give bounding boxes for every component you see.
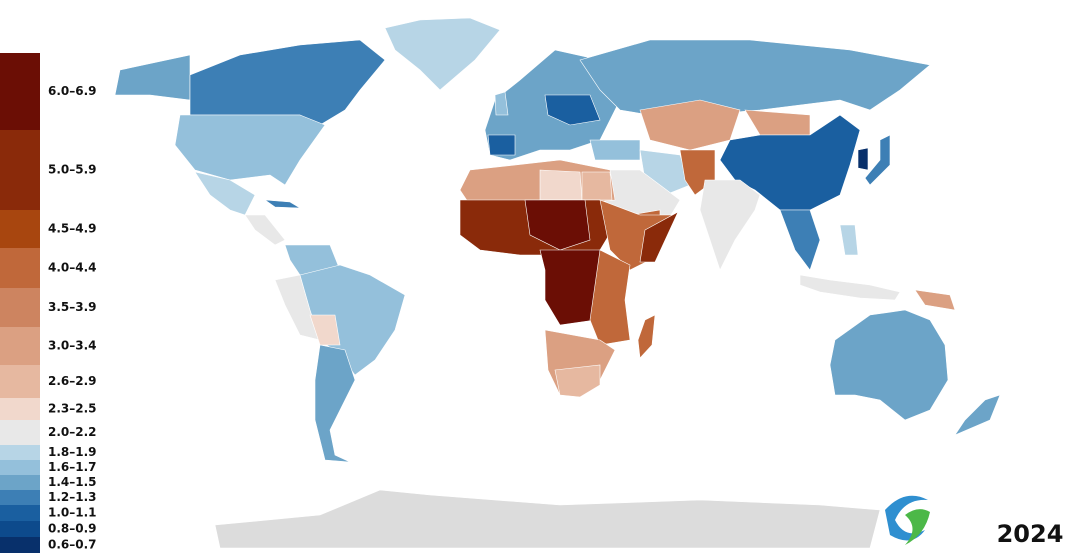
legend-label: 1.0–1.1 [48, 506, 97, 520]
philippines [839, 224, 859, 256]
australia [829, 309, 949, 421]
legend-swatch [0, 130, 40, 210]
mongolia [744, 109, 811, 136]
egypt [581, 171, 613, 201]
antarctica [214, 489, 881, 549]
legend-swatch [0, 475, 40, 490]
legend-swatch [0, 445, 40, 460]
korea [857, 147, 869, 171]
madagascar [637, 314, 656, 359]
southeast-asia [779, 209, 821, 271]
legend-label: 2.0–2.2 [48, 425, 97, 439]
uk [494, 91, 509, 116]
legend-label: 0.8–0.9 [48, 522, 97, 536]
legend-swatch [0, 420, 40, 445]
legend-label: 6.0–6.9 [48, 84, 97, 98]
alaska [114, 54, 191, 101]
legend-label: 4.0–4.4 [48, 261, 97, 275]
legend-swatch [0, 505, 40, 521]
legend-label: 1.4–1.5 [48, 475, 97, 489]
indonesia [799, 274, 901, 301]
legend-swatch [0, 288, 40, 327]
turkey [589, 139, 641, 161]
iberia [487, 134, 516, 156]
libya [539, 169, 583, 201]
new-zealand [954, 394, 1001, 436]
somalia [639, 211, 679, 263]
legend-swatch [0, 521, 40, 537]
legend-label: 3.5–3.9 [48, 300, 97, 314]
legend-label: 1.6–1.7 [48, 460, 97, 474]
legend-swatch [0, 460, 40, 475]
logo-swirl [885, 495, 928, 541]
legend-swatch [0, 365, 40, 398]
legend-label: 1.8–1.9 [48, 445, 97, 459]
legend-swatch [0, 53, 40, 130]
png [914, 289, 956, 311]
legend-label: 2.3–2.5 [48, 402, 97, 416]
legend-label: 1.2–1.3 [48, 490, 97, 504]
legend-label: 0.6–0.7 [48, 538, 97, 552]
legend-label: 5.0–5.9 [48, 163, 97, 177]
greenland [384, 17, 501, 91]
legend-label: 2.6–2.9 [48, 374, 97, 388]
japan [864, 134, 891, 186]
legend-swatch [0, 248, 40, 288]
russia [579, 39, 931, 116]
legend-swatch [0, 210, 40, 248]
legend-label: 3.0–3.4 [48, 339, 97, 353]
logo-leaf [905, 509, 930, 545]
legend-label: 4.5–4.9 [48, 222, 97, 236]
central-america [244, 214, 286, 246]
legend-swatch [0, 398, 40, 420]
argentina-chile [314, 344, 356, 463]
central-asia [639, 99, 741, 151]
countries [114, 17, 1001, 549]
legend: 6.0–6.9 5.0–5.9 4.5–4.9 4.0–4.4 3.5–3.9 3.0–3… [0, 53, 97, 553]
logo [879, 494, 931, 546]
canada [189, 39, 386, 126]
usa [174, 114, 326, 186]
niger-chad [524, 199, 591, 251]
legend-swatch [0, 490, 40, 505]
india [699, 179, 761, 271]
south-africa [554, 364, 601, 398]
legend-swatch [0, 327, 40, 365]
east-africa [589, 249, 631, 346]
watermark-year: 2024 [997, 520, 1064, 548]
legend-swatch [0, 537, 40, 553]
bolivia [309, 314, 341, 346]
central-europe [544, 94, 601, 126]
cuba [263, 199, 301, 209]
